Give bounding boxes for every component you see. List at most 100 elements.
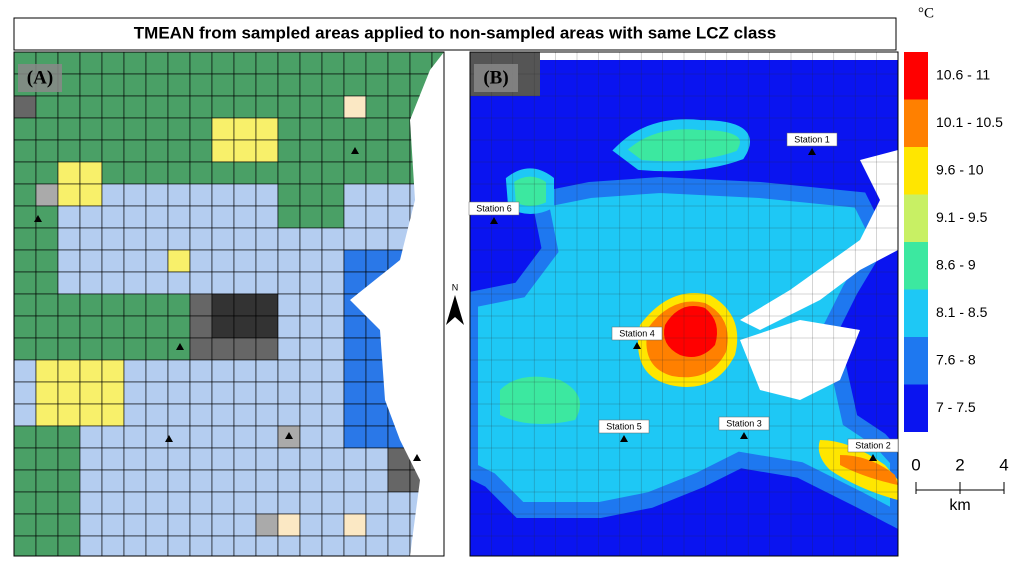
lcz-cell <box>35 425 59 449</box>
legend-label: 7.6 - 8 <box>936 352 976 368</box>
lcz-cell <box>123 183 147 207</box>
lcz-cell <box>145 513 169 537</box>
lcz-cell <box>57 117 81 141</box>
lcz-cell <box>387 52 411 75</box>
lcz-cell <box>35 447 59 471</box>
lcz-cell <box>255 337 279 361</box>
lcz-cell <box>387 205 411 229</box>
lcz-cell <box>387 183 411 207</box>
lcz-cell <box>189 469 213 493</box>
lcz-cell <box>299 183 323 207</box>
lcz-cell <box>57 403 81 427</box>
lcz-cell <box>277 227 301 251</box>
lcz-cell <box>57 227 81 251</box>
lcz-cell <box>321 535 345 556</box>
lcz-cell <box>299 469 323 493</box>
legend: 10.6 - 11 10.1 - 10.5 9.6 - 10 9.1 - 9.5 8.6… <box>904 52 1003 432</box>
lcz-cell <box>211 381 235 405</box>
lcz-cell <box>277 205 301 229</box>
lcz-cell <box>211 227 235 251</box>
lcz-cell <box>167 513 191 537</box>
lcz-cell <box>189 271 213 295</box>
lcz-cell <box>101 52 125 75</box>
lcz-cell <box>79 403 103 427</box>
lcz-cell <box>255 205 279 229</box>
lcz-cell <box>167 271 191 295</box>
lcz-cell <box>57 337 81 361</box>
lcz-cell <box>211 139 235 163</box>
lcz-cell <box>255 293 279 317</box>
lcz-cell <box>211 315 235 339</box>
legend-swatch <box>904 289 928 337</box>
lcz-cell <box>57 535 81 556</box>
lcz-cell <box>211 73 235 97</box>
lcz-cell <box>365 249 389 273</box>
lcz-cell <box>123 161 147 185</box>
lcz-cell <box>277 359 301 383</box>
lcz-cell <box>255 447 279 471</box>
lcz-cell <box>233 271 257 295</box>
lcz-cell <box>387 535 411 556</box>
lcz-cell <box>343 52 367 75</box>
lcz-cell <box>255 117 279 141</box>
lcz-cell <box>14 403 37 427</box>
lcz-cell <box>123 95 147 119</box>
lcz-cell <box>101 117 125 141</box>
lcz-cell <box>343 513 367 537</box>
water <box>350 52 444 556</box>
lcz-cell <box>299 73 323 97</box>
lcz-cell <box>145 205 169 229</box>
lcz-cell <box>14 161 37 185</box>
lcz-cell <box>14 293 37 317</box>
lcz-cell <box>189 73 213 97</box>
lcz-cell <box>123 469 147 493</box>
lcz-cell <box>299 249 323 273</box>
lcz-cell <box>189 205 213 229</box>
lcz-cell <box>277 249 301 273</box>
lcz-cell <box>233 139 257 163</box>
legend-label: 8.6 - 9 <box>936 257 976 273</box>
lcz-cell <box>321 139 345 163</box>
lcz-cell <box>101 271 125 295</box>
lcz-cell <box>189 425 213 449</box>
lcz-cell <box>277 293 301 317</box>
lcz-cell <box>35 139 59 163</box>
legend-swatch <box>904 384 928 432</box>
lcz-cell <box>14 447 37 471</box>
legend-label: 10.6 - 11 <box>936 67 990 83</box>
lcz-cell <box>365 491 389 515</box>
lcz-cell <box>189 447 213 471</box>
lcz-cell <box>233 95 257 119</box>
lcz-cell <box>35 271 59 295</box>
lcz-cell <box>79 381 103 405</box>
lcz-cell <box>233 425 257 449</box>
lcz-cell <box>167 139 191 163</box>
lcz-cell <box>167 381 191 405</box>
lcz-cell <box>35 249 59 273</box>
lcz-cell <box>167 161 191 185</box>
lcz-cell <box>101 381 125 405</box>
lcz-cell <box>299 381 323 405</box>
lcz-cell <box>79 513 103 537</box>
lcz-cell <box>321 337 345 361</box>
lcz-cell <box>233 491 257 515</box>
lcz-cell <box>35 359 59 383</box>
lcz-cell <box>14 139 37 163</box>
lcz-cell <box>299 513 323 537</box>
lcz-cell <box>57 271 81 295</box>
legend-swatch <box>904 194 928 242</box>
station-label-box <box>611 326 663 341</box>
lcz-cell <box>101 139 125 163</box>
lcz-cell <box>299 337 323 361</box>
lcz-cell <box>79 425 103 449</box>
lcz-cell <box>167 359 191 383</box>
lcz-cell <box>123 249 147 273</box>
lcz-cell <box>14 535 37 556</box>
lcz-cell <box>123 271 147 295</box>
lcz-cell <box>101 491 125 515</box>
station-label-box <box>786 132 838 147</box>
lcz-cell <box>57 513 81 537</box>
lcz-cell <box>14 469 37 493</box>
legend-label: 8.1 - 8.5 <box>936 304 988 320</box>
lcz-cell <box>321 271 345 295</box>
